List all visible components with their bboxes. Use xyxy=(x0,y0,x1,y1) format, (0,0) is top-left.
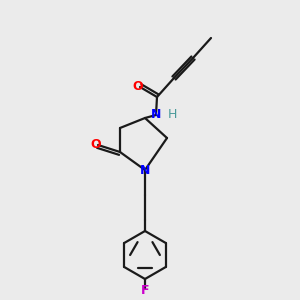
Text: O: O xyxy=(91,139,101,152)
Text: O: O xyxy=(133,80,143,94)
Text: F: F xyxy=(141,284,149,296)
Text: H: H xyxy=(167,109,177,122)
Text: N: N xyxy=(140,164,150,176)
Text: N: N xyxy=(151,109,161,122)
